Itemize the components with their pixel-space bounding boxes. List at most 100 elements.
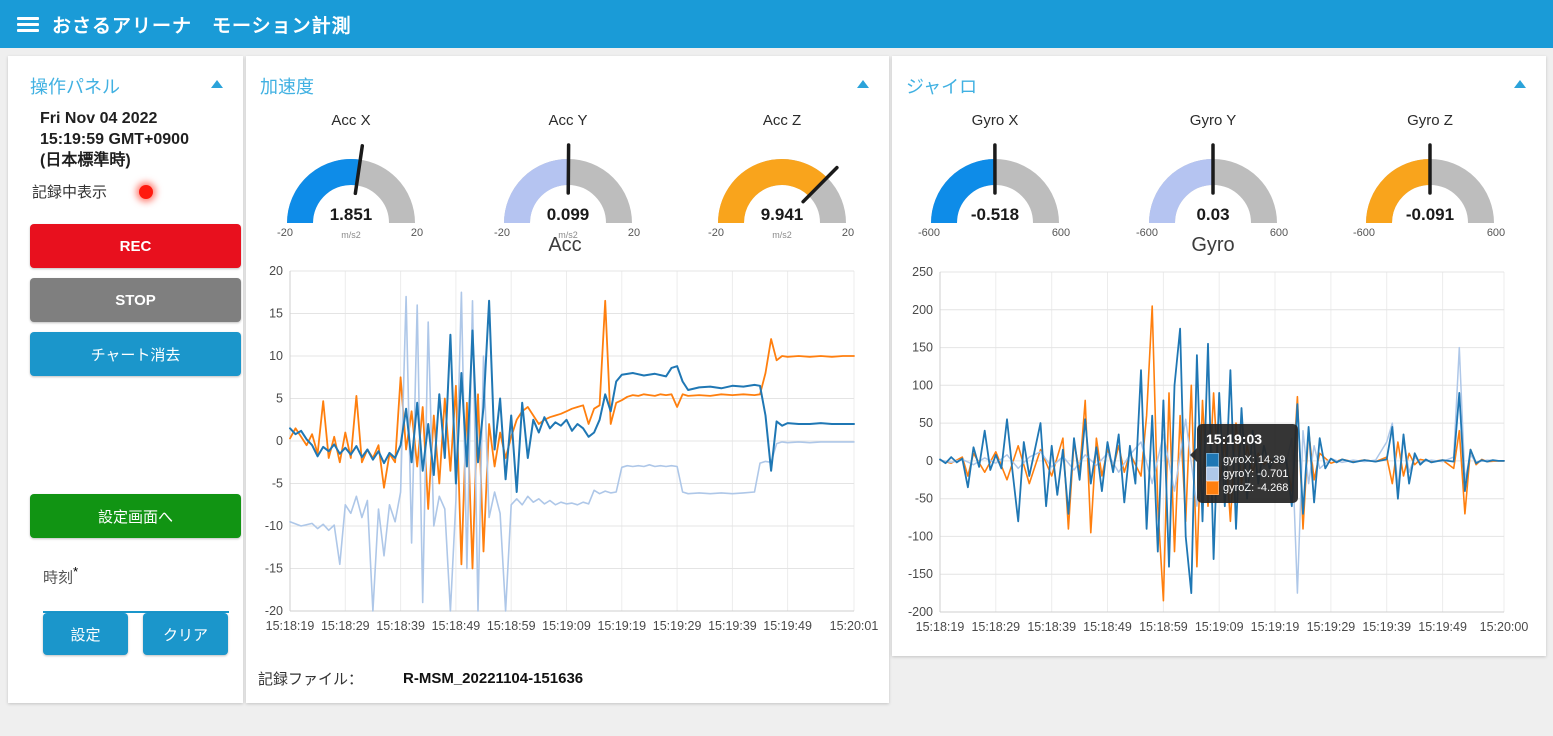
svg-text:20: 20 bbox=[269, 264, 283, 278]
svg-text:250: 250 bbox=[912, 265, 933, 279]
svg-text:10: 10 bbox=[269, 349, 283, 363]
required-asterisk: * bbox=[73, 564, 79, 579]
svg-text:20: 20 bbox=[842, 227, 854, 239]
acc-chart-title: Acc bbox=[548, 234, 582, 256]
svg-text:15:18:49: 15:18:49 bbox=[1083, 620, 1132, 634]
gyro-header: ジャイロ bbox=[892, 56, 1546, 97]
svg-text:15:19:49: 15:19:49 bbox=[763, 619, 812, 633]
svg-text:-20: -20 bbox=[277, 227, 293, 239]
svg-text:50: 50 bbox=[919, 416, 933, 430]
svg-text:15:18:39: 15:18:39 bbox=[1027, 620, 1076, 634]
svg-text:0.099: 0.099 bbox=[547, 205, 590, 224]
svg-text:150: 150 bbox=[912, 341, 933, 355]
svg-text:100: 100 bbox=[912, 378, 933, 392]
acc-chart[interactable]: 20 15 10 5 0 -5 -10 -15 -20 15:18:19 15:18:29 15:18… bbox=[254, 261, 879, 642]
svg-text:-15: -15 bbox=[265, 562, 283, 576]
svg-text:-20: -20 bbox=[494, 227, 510, 239]
svg-text:-0.518: -0.518 bbox=[971, 205, 1019, 224]
recording-indicator-label: 記録中表示 bbox=[32, 184, 108, 201]
datetime-line: Fri Nov 04 2022 bbox=[40, 110, 158, 127]
svg-text:0: 0 bbox=[276, 434, 283, 448]
settings-screen-button[interactable]: 設定画面へ bbox=[30, 494, 241, 538]
svg-text:15:18:19: 15:18:19 bbox=[266, 619, 315, 633]
gauge-acc-y: Acc Y 0.099 m/s2 -20 20 bbox=[494, 112, 641, 240]
svg-text:15:19:49: 15:19:49 bbox=[1418, 620, 1467, 634]
svg-text:-0.091: -0.091 bbox=[1406, 205, 1454, 224]
datetime-line: (日本標準時) bbox=[40, 152, 131, 169]
clear-chart-button[interactable]: チャート消去 bbox=[30, 332, 241, 376]
svg-text:9.941: 9.941 bbox=[761, 205, 804, 224]
collapse-up-icon[interactable] bbox=[1514, 80, 1526, 88]
recording-indicator-row: 記録中表示 bbox=[32, 181, 222, 202]
svg-text:-20: -20 bbox=[265, 604, 283, 618]
svg-text:600: 600 bbox=[1487, 227, 1505, 239]
control-panel-title: 操作パネル bbox=[30, 77, 120, 97]
recording-indicator-dot bbox=[139, 184, 154, 199]
svg-text:15:18:49: 15:18:49 bbox=[432, 619, 481, 633]
svg-text:15:20:01: 15:20:01 bbox=[830, 619, 879, 633]
svg-text:m/s2: m/s2 bbox=[341, 230, 361, 240]
svg-text:15:19:29: 15:19:29 bbox=[653, 619, 702, 633]
datetime-line: 15:19:59 GMT+0900 bbox=[40, 131, 189, 148]
gauge-acc-z: Acc Z 9.941 m/s2 -20 20 bbox=[708, 112, 855, 240]
svg-text:15:18:29: 15:18:29 bbox=[971, 620, 1020, 634]
svg-text:15:19:29: 15:19:29 bbox=[1307, 620, 1356, 634]
svg-text:0: 0 bbox=[926, 454, 933, 468]
control-panel-header: 操作パネル bbox=[8, 56, 243, 97]
svg-text:15:19:19: 15:19:19 bbox=[1251, 620, 1300, 634]
svg-text:-600: -600 bbox=[1136, 227, 1158, 239]
svg-text:15:19:19: 15:19:19 bbox=[597, 619, 646, 633]
control-panel-card: 操作パネル Fri Nov 04 2022 15:19:59 GMT+0900 … bbox=[8, 56, 243, 703]
svg-text:200: 200 bbox=[912, 303, 933, 317]
stop-button[interactable]: STOP bbox=[30, 278, 241, 322]
gauge-gyro-x: Gyro X -0.518 -600 600 bbox=[917, 112, 1071, 239]
svg-text:15:19:09: 15:19:09 bbox=[1195, 620, 1244, 634]
rec-button[interactable]: REC bbox=[30, 224, 241, 268]
collapse-up-icon[interactable] bbox=[211, 80, 223, 88]
svg-text:-5: -5 bbox=[272, 477, 283, 491]
series-swatch bbox=[1206, 453, 1219, 467]
svg-text:-100: -100 bbox=[908, 529, 933, 543]
svg-text:15:18:59: 15:18:59 bbox=[487, 619, 536, 633]
acceleration-title: 加速度 bbox=[260, 77, 314, 97]
menu-icon[interactable] bbox=[17, 16, 39, 32]
svg-text:5: 5 bbox=[276, 392, 283, 406]
svg-text:-600: -600 bbox=[1353, 227, 1375, 239]
svg-text:15:18:29: 15:18:29 bbox=[321, 619, 370, 633]
svg-text:-150: -150 bbox=[908, 567, 933, 581]
svg-text:0.03: 0.03 bbox=[1196, 205, 1229, 224]
svg-text:-200: -200 bbox=[908, 605, 933, 619]
svg-text:1.851: 1.851 bbox=[330, 205, 373, 224]
svg-text:600: 600 bbox=[1270, 227, 1288, 239]
svg-text:15:19:39: 15:19:39 bbox=[708, 619, 757, 633]
tooltip-row-gyroy: gyroY: -0.701 bbox=[1206, 467, 1288, 481]
svg-text:15:19:09: 15:19:09 bbox=[542, 619, 591, 633]
collapse-up-icon[interactable] bbox=[857, 80, 869, 88]
set-button[interactable]: 設定 bbox=[43, 613, 128, 655]
record-file-name: R-MSM_20221104-151636 bbox=[403, 670, 584, 687]
gyro-chart[interactable]: 250 200 150 100 50 0 -50 -100 -150 -200 15:18:19 15… bbox=[904, 262, 1529, 643]
tooltip-row-gyroz: gyroZ: -4.268 bbox=[1206, 481, 1288, 495]
tooltip-time: 15:19:03 bbox=[1206, 431, 1263, 447]
svg-text:15:19:39: 15:19:39 bbox=[1362, 620, 1411, 634]
current-datetime: Fri Nov 04 2022 15:19:59 GMT+0900 (日本標準時… bbox=[40, 108, 189, 171]
app-title: おさるアリーナ モーション計測 bbox=[52, 15, 352, 37]
gauge-acc-x: Acc X 1.851 m/s2 -20 20 bbox=[277, 112, 424, 240]
record-file-label: 記録ファイル： bbox=[258, 671, 364, 688]
app-header: おさるアリーナ モーション計測 bbox=[0, 0, 1553, 48]
time-input[interactable] bbox=[43, 587, 229, 614]
svg-text:20: 20 bbox=[411, 227, 423, 239]
svg-text:-50: -50 bbox=[915, 492, 933, 506]
svg-text:600: 600 bbox=[1052, 227, 1070, 239]
series-swatch bbox=[1206, 481, 1219, 495]
svg-text:15:18:39: 15:18:39 bbox=[376, 619, 425, 633]
svg-text:15:18:19: 15:18:19 bbox=[916, 620, 965, 634]
svg-text:15:18:59: 15:18:59 bbox=[1139, 620, 1188, 634]
svg-text:15: 15 bbox=[269, 307, 283, 321]
tooltip-row-gyrox: gyroX: 14.39 bbox=[1206, 453, 1288, 467]
clear-button[interactable]: クリア bbox=[143, 613, 228, 655]
gyro-title: ジャイロ bbox=[906, 77, 978, 97]
acceleration-header: 加速度 bbox=[246, 56, 889, 97]
svg-text:-600: -600 bbox=[918, 227, 940, 239]
acceleration-card: 加速度 Acc X 1.851 m/s2 -20 20 Acc Y 0.099 … bbox=[246, 56, 889, 703]
